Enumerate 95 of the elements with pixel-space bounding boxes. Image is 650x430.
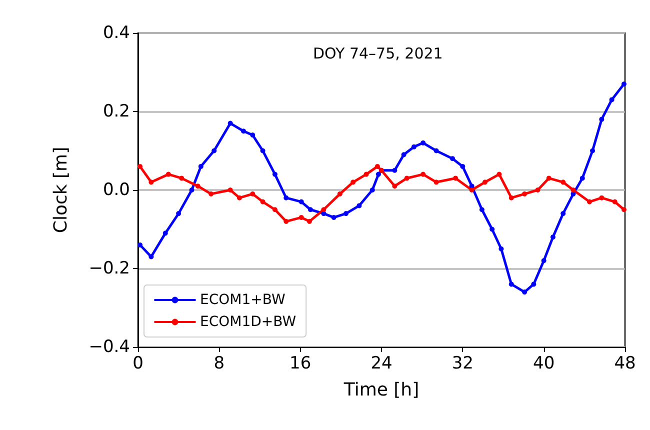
point <box>260 199 266 204</box>
x-tick-label: 24 <box>370 354 392 374</box>
x-tick-label: 48 <box>614 354 636 374</box>
point <box>496 172 502 177</box>
point <box>560 180 566 185</box>
point <box>166 172 171 177</box>
point <box>535 188 540 192</box>
point <box>541 258 546 264</box>
point <box>508 282 514 287</box>
point <box>284 195 289 200</box>
point <box>298 214 304 220</box>
x-tick-label: 8 <box>214 354 225 374</box>
x-tick-label: 40 <box>533 354 555 374</box>
point <box>621 207 626 212</box>
point <box>420 172 426 177</box>
point <box>321 207 326 212</box>
point <box>531 282 536 287</box>
point <box>479 207 484 212</box>
point <box>420 140 426 146</box>
point <box>306 218 312 224</box>
point <box>560 211 566 216</box>
point <box>350 180 356 185</box>
point <box>138 242 143 248</box>
point <box>621 82 626 87</box>
point <box>260 148 266 154</box>
point <box>401 152 406 158</box>
x-axis-title: Time [h] <box>342 380 420 400</box>
point <box>189 188 194 192</box>
point <box>599 116 604 122</box>
point <box>522 290 528 295</box>
legend-label: ECOM1+BW <box>200 292 286 308</box>
y-tick-label: −0.2 <box>88 258 130 278</box>
point <box>236 195 242 200</box>
point <box>550 234 556 240</box>
point <box>580 176 585 181</box>
point <box>434 180 439 185</box>
point <box>434 148 439 154</box>
point <box>179 176 184 181</box>
point <box>356 203 362 208</box>
point <box>490 226 495 232</box>
point <box>546 176 552 181</box>
point <box>284 218 289 224</box>
point <box>404 176 410 181</box>
y-tick-label: 0.4 <box>102 23 130 43</box>
point <box>198 164 204 169</box>
point <box>250 191 256 196</box>
point <box>508 195 514 200</box>
point <box>590 148 596 154</box>
point <box>250 132 256 138</box>
point <box>298 199 304 204</box>
point <box>195 184 200 189</box>
point <box>138 164 143 169</box>
point <box>364 172 369 177</box>
point <box>208 191 214 196</box>
point <box>331 214 336 220</box>
point <box>570 188 576 192</box>
point <box>212 148 217 154</box>
point <box>148 254 154 260</box>
point <box>609 97 614 102</box>
point <box>460 164 466 169</box>
point <box>469 188 474 192</box>
point <box>374 164 380 169</box>
point <box>272 172 278 177</box>
point <box>272 207 278 212</box>
point <box>522 191 528 196</box>
legend-label: ECOM1D+BW <box>200 314 296 330</box>
point <box>612 199 618 204</box>
point <box>337 191 342 196</box>
point <box>228 188 233 192</box>
y-tick-label: −0.4 <box>88 337 130 357</box>
point <box>228 120 233 126</box>
point <box>392 168 398 173</box>
point <box>482 180 488 185</box>
point <box>148 180 154 185</box>
point <box>450 156 456 162</box>
annotation: DOY 74–75, 2021 <box>313 44 443 62</box>
point <box>241 128 246 134</box>
x-tick-label: 32 <box>452 354 474 374</box>
point <box>176 211 182 216</box>
point <box>586 199 592 204</box>
point <box>370 188 375 192</box>
y-axis-title: Clock [m] <box>50 146 72 234</box>
point <box>411 144 416 150</box>
point <box>599 195 604 200</box>
y-tick-label: 0.0 <box>102 180 130 200</box>
point <box>308 207 313 212</box>
x-tick-label: 0 <box>132 354 144 374</box>
point <box>498 246 504 252</box>
y-tick-label: 0.2 <box>102 102 130 122</box>
point <box>343 211 348 216</box>
point <box>453 176 458 181</box>
x-tick-label: 16 <box>290 354 312 374</box>
point <box>392 184 398 189</box>
point <box>376 172 381 177</box>
point <box>162 230 168 236</box>
